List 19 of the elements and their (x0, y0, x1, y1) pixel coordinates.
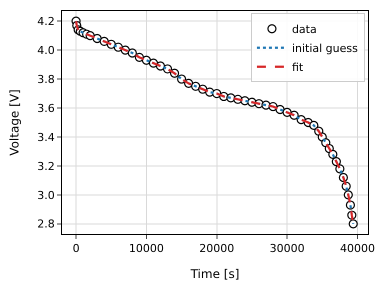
y-axis-title: Voltage [V] (8, 89, 22, 156)
legend-label: initial guess (292, 42, 358, 56)
y-tick-label: 3.0 (37, 188, 55, 202)
y-tick-label: 3.2 (37, 160, 55, 173)
y-tick-label: 2.8 (37, 218, 55, 231)
y-tick-label: 3.6 (37, 102, 55, 115)
x-tick-label: 40000 (340, 242, 375, 256)
legend-label: data (292, 23, 317, 36)
x-axis-title: Time [s] (190, 267, 240, 282)
y-tick-label: 3.4 (37, 130, 55, 144)
x-tick-label: 30000 (270, 242, 305, 256)
x-tick-label: 20000 (199, 242, 234, 256)
x-tick-label: 0 (72, 242, 80, 256)
y-tick-label: 3.8 (37, 72, 55, 86)
y-tick-label: 4.0 (37, 44, 55, 57)
point (348, 219, 358, 228)
legend-label: fit (292, 61, 304, 74)
y-tick-label: 4.2 (37, 14, 55, 28)
x-tick-label: 10000 (128, 242, 164, 256)
